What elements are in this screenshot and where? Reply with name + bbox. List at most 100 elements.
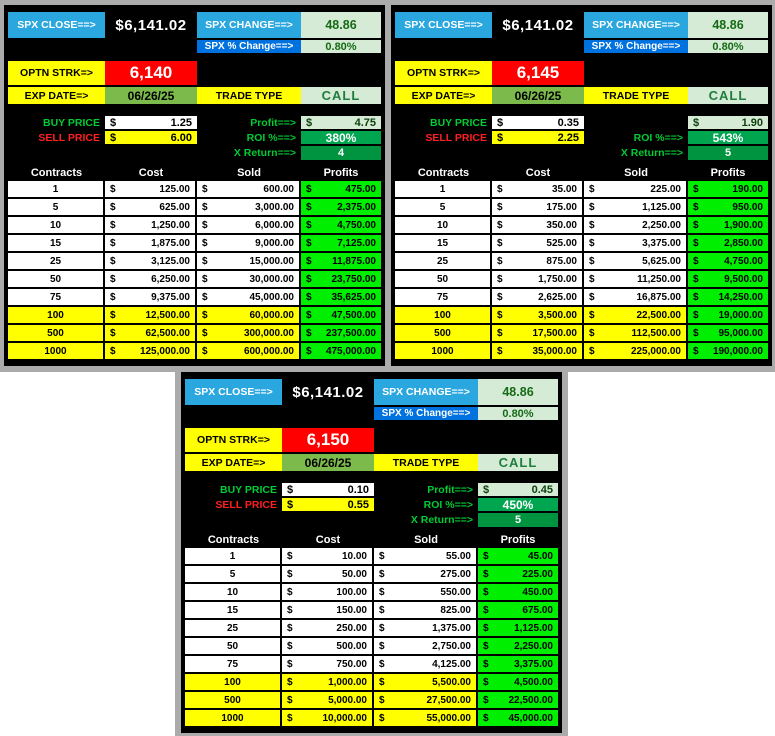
spacer <box>395 146 492 160</box>
profit-cell: $ 2,375.00 <box>301 199 381 215</box>
profit-label: Profit==> <box>250 116 296 129</box>
table-row: 5 $ 50.00 $ 275.00 $ 225.00 <box>185 566 558 582</box>
buy-price-input[interactable]: $ 0.35 <box>492 116 584 129</box>
cost-value: 250.00 <box>336 622 367 634</box>
option-strike-input[interactable]: 6,140 <box>105 61 197 85</box>
contracts-cell: 5 <box>185 566 280 582</box>
sell-price-input[interactable]: $ 6.00 <box>105 131 197 144</box>
profit-cell: $ 190,000.00 <box>688 343 768 359</box>
option-strike-input[interactable]: 6,145 <box>492 61 584 85</box>
contracts-cell: 25 <box>185 620 280 636</box>
row-profit-value: 7,125.00 <box>337 237 376 249</box>
sold-cell: $ 30,000.00 <box>197 271 299 287</box>
table-row: 50 $ 1,750.00 $ 11,250.00 $ 9,500.00 <box>395 271 768 287</box>
table-row: 10 $ 1,250.00 $ 6,000.00 $ 4,750.00 <box>8 217 381 233</box>
column-header-cost: Cost <box>315 533 341 546</box>
buy-price-input[interactable]: $ 0.10 <box>282 483 374 496</box>
exp-date-input[interactable]: 06/26/25 <box>492 87 584 104</box>
contracts-cell: 1000 <box>395 343 490 359</box>
table-row: 1000 $ 125,000.00 $ 600,000.00 $ 475,000… <box>8 343 381 359</box>
currency-symbol: $ <box>497 255 503 267</box>
currency-symbol: $ <box>110 183 116 195</box>
sold-value: 300,000.00 <box>243 327 294 339</box>
cost-cell: $ 500.00 <box>282 638 372 654</box>
table-row: 100 $ 3,500.00 $ 22,500.00 $ 19,000.00 <box>395 307 768 323</box>
cost-value: 350.00 <box>546 219 577 231</box>
sell-price-input[interactable]: $ 0.55 <box>282 498 374 511</box>
sold-value: 9,000.00 <box>255 237 294 249</box>
buy-price-input[interactable]: $ 1.25 <box>105 116 197 129</box>
sold-value: 5,500.00 <box>432 676 471 688</box>
cost-value: 10,000.00 <box>322 712 368 724</box>
currency-symbol: $ <box>483 676 489 688</box>
spacer <box>282 513 374 527</box>
sold-value: 55,000.00 <box>426 712 472 724</box>
table-row: 1 $ 35.00 $ 225.00 $ 190.00 <box>395 181 768 197</box>
currency-symbol: $ <box>483 586 489 598</box>
sold-value: 3,375.00 <box>642 237 681 249</box>
currency-symbol: $ <box>110 219 116 231</box>
cost-cell: $ 750.00 <box>282 656 372 672</box>
cost-cell: $ 875.00 <box>492 253 582 269</box>
currency-symbol: $ <box>110 201 116 213</box>
trade-type-value[interactable]: CALL <box>688 87 768 104</box>
cost-cell: $ 350.00 <box>492 217 582 233</box>
currency-symbol: $ <box>483 550 489 562</box>
currency-symbol: $ <box>202 291 208 303</box>
trade-type-value[interactable]: CALL <box>478 454 558 471</box>
profit-cell: $ 237,500.00 <box>301 325 381 341</box>
spx-close-label: SPX CLOSE==> <box>185 379 282 405</box>
profit-cell: $ 475,000.00 <box>301 343 381 359</box>
currency-symbol: $ <box>287 676 293 688</box>
currency-symbol: $ <box>589 219 595 231</box>
sold-cell: $ 112,500.00 <box>584 325 686 341</box>
profit-cell: $ 1,125.00 <box>478 620 558 636</box>
sell-price-input[interactable]: $ 2.25 <box>492 131 584 144</box>
spx-change-value: 48.86 <box>478 379 558 405</box>
contracts-cell: 15 <box>185 602 280 618</box>
table-row: 10 $ 100.00 $ 550.00 $ 450.00 <box>185 584 558 600</box>
currency-symbol: $ <box>497 345 503 357</box>
cost-value: 175.00 <box>546 201 577 213</box>
row-profit-value: 95,000.00 <box>718 327 764 339</box>
row-profit-value: 22,500.00 <box>508 694 554 706</box>
sold-value: 2,250.00 <box>642 219 681 231</box>
currency-symbol: $ <box>306 116 313 129</box>
exp-date-input[interactable]: 06/26/25 <box>105 87 197 104</box>
table-row: 50 $ 500.00 $ 2,750.00 $ 2,250.00 <box>185 638 558 654</box>
currency-symbol: $ <box>287 694 293 706</box>
cost-cell: $ 1,000.00 <box>282 674 372 690</box>
row-profit-value: 475.00 <box>345 183 376 195</box>
exp-date-input[interactable]: 06/26/25 <box>282 454 374 471</box>
option-strike-panel: SPX CLOSE==> $6,141.02 SPX CHANGE==> 48.… <box>181 372 562 733</box>
cost-cell: $ 10,000.00 <box>282 710 372 726</box>
sell-price-value: 6.00 <box>170 131 192 144</box>
profit-cell: $ 450.00 <box>478 584 558 600</box>
profit-value-cell: $ 1.90 <box>688 116 768 129</box>
column-header-profits: Profits <box>323 166 359 179</box>
profit-label <box>584 116 688 129</box>
column-header-contracts: Contracts <box>207 533 260 546</box>
contracts-cell: 10 <box>395 217 490 233</box>
buy-price-label: BUY PRICE <box>43 116 100 129</box>
contracts-cell: 75 <box>185 656 280 672</box>
spacer <box>185 407 282 420</box>
profit-cell: $ 950.00 <box>688 199 768 215</box>
sold-cell: $ 1,125.00 <box>584 199 686 215</box>
contracts-cell: 10 <box>8 217 103 233</box>
profit-cell: $ 23,750.00 <box>301 271 381 287</box>
sold-value: 2,750.00 <box>432 640 471 652</box>
cost-value: 35.00 <box>551 183 577 195</box>
currency-symbol: $ <box>306 291 312 303</box>
table-row: 75 $ 750.00 $ 4,125.00 $ 3,375.00 <box>185 656 558 672</box>
currency-symbol: $ <box>693 327 699 339</box>
trade-type-value[interactable]: CALL <box>301 87 381 104</box>
option-strike-input[interactable]: 6,150 <box>282 428 374 452</box>
currency-symbol: $ <box>202 219 208 231</box>
cost-cell: $ 3,500.00 <box>492 307 582 323</box>
currency-symbol: $ <box>589 237 595 249</box>
profit-cell: $ 3,375.00 <box>478 656 558 672</box>
table-row: 5 $ 175.00 $ 1,125.00 $ 950.00 <box>395 199 768 215</box>
currency-symbol: $ <box>693 309 699 321</box>
row-profit-value: 9,500.00 <box>724 273 763 285</box>
